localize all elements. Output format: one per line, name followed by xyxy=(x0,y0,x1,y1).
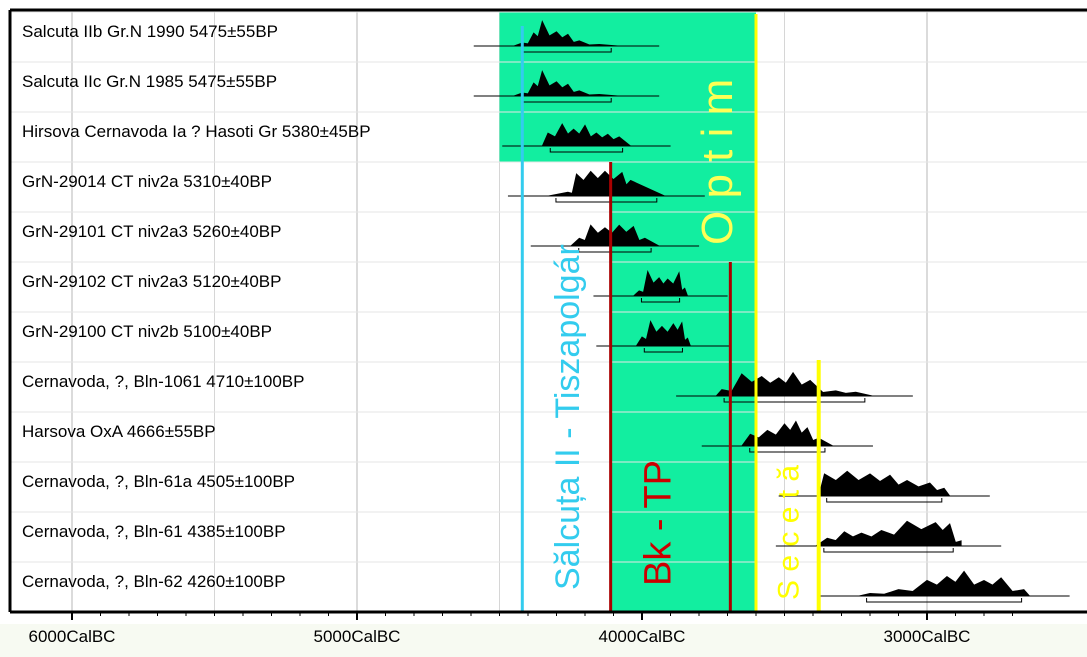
range-bracket xyxy=(826,498,943,503)
sample-label: GrN-29014 CT niv2a 5310±40BP xyxy=(22,172,272,191)
probability-distribution xyxy=(632,270,689,297)
probability-distribution xyxy=(547,170,665,197)
sample-label: Hirsova Cernavoda Ia ? Hasoti Gr 5380±45… xyxy=(22,122,371,141)
range-bracket xyxy=(640,298,681,303)
sample-label: GrN-29102 CT niv2a3 5120±40BP xyxy=(22,272,281,291)
probability-distribution xyxy=(635,320,692,347)
range-bracket xyxy=(723,398,866,403)
probability-distribution xyxy=(541,123,632,147)
footer-strip xyxy=(0,624,1087,657)
optimum-annotation: O p t i m xyxy=(693,79,742,245)
x-axis-tick-label: 5000CalBC xyxy=(314,627,401,646)
probability-distribution xyxy=(513,20,620,47)
range-bracket xyxy=(823,548,954,553)
sample-label: GrN-29101 CT niv2a3 5260±40BP xyxy=(22,222,281,241)
range-bracket xyxy=(866,598,1023,603)
sample-label: Cernavoda, ?, Bln-1061 4710±100BP xyxy=(22,372,304,391)
range-bracket xyxy=(749,448,826,453)
range-bracket xyxy=(549,148,624,153)
probability-distribution xyxy=(858,570,1031,597)
x-axis-tick-label: 3000CalBC xyxy=(884,627,971,646)
probability-distribution xyxy=(569,224,660,247)
range-bracket xyxy=(555,198,658,203)
range-bracket xyxy=(643,348,683,353)
sample-label: GrN-29100 CT niv2b 5100±40BP xyxy=(22,322,272,341)
probability-distribution xyxy=(513,70,620,97)
sample-label: Cernavoda, ?, Bln-61 4385±100BP xyxy=(22,522,286,541)
range-bracket xyxy=(578,248,652,253)
sample-label: Salcuta IIc Gr.N 1985 5475±55BP xyxy=(22,72,277,91)
sample-label: Cernavoda, ?, Bln-61a 4505±100BP xyxy=(22,472,295,491)
sample-label: Harsova OxA 4666±55BP xyxy=(22,422,216,441)
sample-label: Salcuta IIb Gr.N 1990 5475±55BP xyxy=(22,22,278,41)
x-axis-tick-label: 4000CalBC xyxy=(599,627,686,646)
probability-distribution xyxy=(814,520,962,547)
sample-label: Cernavoda, ?, Bln-62 4260±100BP xyxy=(22,572,286,591)
tiszapolgar-annotation: Sălcuța II - Tiszapolgár xyxy=(549,244,587,590)
bk-tp-annotation: Bk - TP xyxy=(637,460,679,586)
seceta-annotation: S e c e t ă xyxy=(773,465,806,600)
x-axis-tick-label: 6000CalBC xyxy=(29,627,116,646)
probability-distribution xyxy=(818,470,951,497)
